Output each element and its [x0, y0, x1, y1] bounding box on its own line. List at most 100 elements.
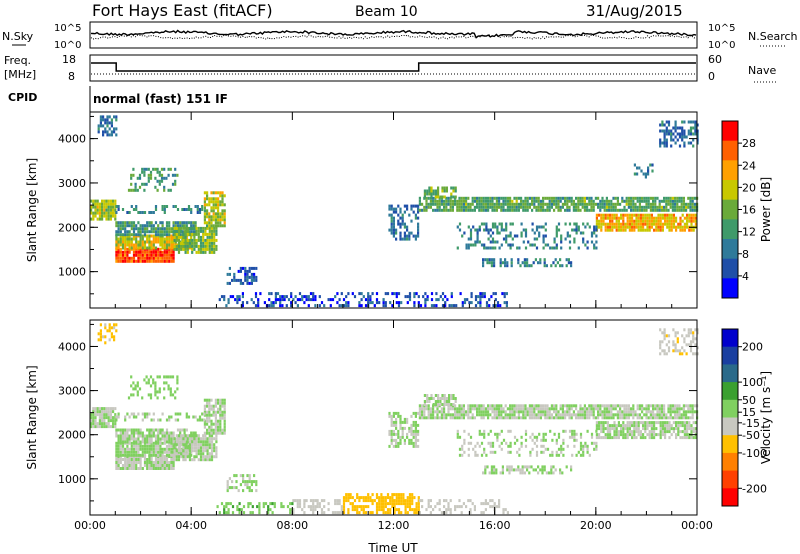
velocity-cell [586, 410, 589, 414]
velocity-cell [204, 449, 207, 453]
velocity-cell [436, 413, 439, 417]
power-cell [636, 166, 639, 170]
power-cell [107, 217, 110, 221]
velocity-cell [521, 468, 524, 472]
velocity-cell [258, 505, 261, 509]
velocity-cell [535, 416, 538, 420]
velocity-cell [418, 404, 421, 408]
power-cell [617, 225, 620, 229]
velocity-cell [676, 407, 679, 411]
velocity-cell [484, 410, 487, 414]
power-cell [687, 196, 690, 200]
power-cell [161, 243, 164, 247]
velocity-cell [522, 416, 525, 420]
power-cell [168, 237, 171, 241]
power-cell [692, 132, 695, 136]
velocity-cell [390, 438, 393, 442]
velocity-cell [403, 441, 406, 445]
power-cell [506, 196, 509, 200]
velocity-cell [438, 502, 441, 506]
velocity-cell [450, 394, 453, 397]
velocity-cell [197, 443, 200, 447]
power-cell [621, 196, 624, 200]
velocity-cell [460, 416, 463, 420]
velocity-cell [132, 437, 136, 441]
power-cell [412, 210, 415, 214]
power-cell [141, 224, 144, 228]
velocity-cell [630, 413, 633, 417]
velocity-cell [414, 435, 417, 439]
velocity-cell [668, 436, 671, 440]
power-cell [694, 222, 697, 226]
velocity-cell [119, 461, 122, 464]
velocity-cell [158, 390, 161, 394]
power-cell [158, 173, 161, 177]
power-cell [664, 216, 667, 220]
velocity-cell [436, 502, 439, 506]
power-cell [406, 228, 409, 232]
velocity-cell [101, 413, 104, 417]
power-cell [610, 208, 613, 212]
velocity-cell [215, 434, 218, 438]
power-cell [626, 213, 629, 217]
power-cell [146, 227, 149, 231]
nsearch-label: N.Search [748, 30, 798, 43]
power-cell [624, 222, 627, 226]
power-cell [624, 213, 627, 217]
velocity-cell [199, 452, 203, 456]
velocity-cell [139, 447, 142, 451]
power-cell [592, 205, 595, 209]
power-cell [678, 208, 681, 212]
velocity-cell [458, 505, 461, 509]
velocity-cell [149, 393, 153, 397]
power-cell [215, 226, 218, 230]
velocity-cell [579, 447, 583, 451]
power-cell [141, 246, 144, 250]
velocity-cell [312, 508, 315, 512]
power-cell [582, 240, 585, 244]
velocity-cell [141, 467, 144, 470]
velocity-cell [667, 407, 670, 411]
velocity-cell [539, 413, 542, 417]
velocity-cell [186, 440, 189, 444]
velocity-cell [202, 458, 205, 462]
velocity-cell [487, 410, 490, 414]
power-cell [107, 205, 110, 209]
power-cell [223, 221, 226, 225]
velocity-cell [672, 421, 675, 425]
velocity-cell [177, 458, 181, 462]
power-cell [510, 264, 513, 268]
power-cell [606, 216, 609, 220]
power-cell [163, 259, 166, 263]
velocity-cell [107, 422, 110, 426]
power-cell [473, 196, 476, 200]
power-cell [135, 237, 138, 241]
velocity-cell [482, 502, 485, 506]
velocity-cell [296, 502, 299, 506]
power-cell [168, 250, 171, 254]
velocity-cell [518, 447, 521, 451]
velocity-cell [139, 440, 142, 444]
velocity-cell [193, 458, 196, 462]
velocity-cell [638, 413, 641, 417]
power-cell [318, 295, 321, 299]
velocity-cell [99, 338, 102, 342]
power-cell [493, 261, 496, 265]
power-cell [175, 232, 178, 236]
velocity-cell [641, 404, 644, 408]
power-cell [170, 250, 173, 254]
velocity-cell [668, 430, 671, 434]
power-cell [683, 225, 686, 229]
velocity-cell [214, 404, 217, 408]
velocity-cell [149, 396, 153, 400]
power-cell [180, 244, 183, 248]
velocity-cell [213, 449, 216, 453]
velocity-cell [650, 427, 653, 431]
power-cell [124, 230, 127, 234]
velocity-cell [528, 465, 531, 469]
velocity-cell [415, 505, 418, 509]
power-cell [592, 208, 595, 212]
velocity-cell [136, 393, 139, 397]
velocity-cell [298, 502, 302, 506]
velocity-cell [199, 458, 203, 462]
